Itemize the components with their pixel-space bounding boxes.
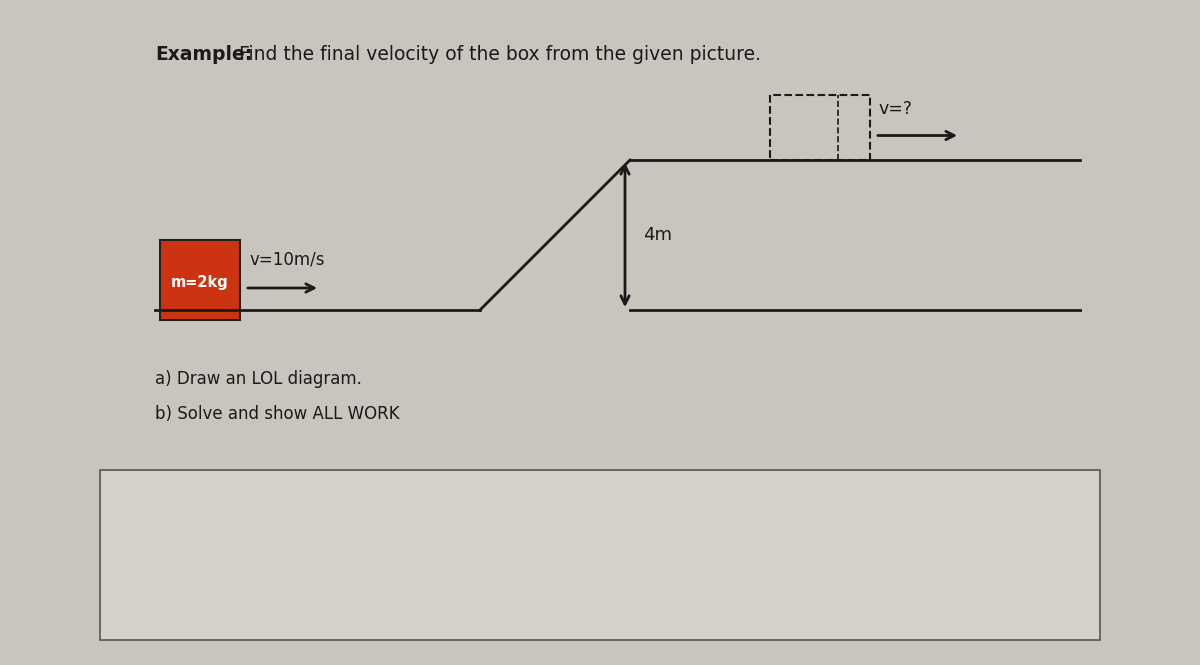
Text: b) Solve and show ALL WORK: b) Solve and show ALL WORK — [155, 405, 400, 423]
Text: Example:: Example: — [155, 45, 252, 64]
Text: a) Draw an LOL diagram.: a) Draw an LOL diagram. — [155, 370, 362, 388]
Text: 4m: 4m — [643, 226, 672, 244]
Text: m=2kg: m=2kg — [172, 275, 229, 289]
Text: v=?: v=? — [878, 100, 912, 118]
Bar — [100, 470, 1100, 640]
Text: Find the final velocity of the box from the given picture.: Find the final velocity of the box from … — [233, 45, 761, 64]
Text: v=10m/s: v=10m/s — [250, 250, 325, 268]
Bar — [160, 240, 240, 320]
